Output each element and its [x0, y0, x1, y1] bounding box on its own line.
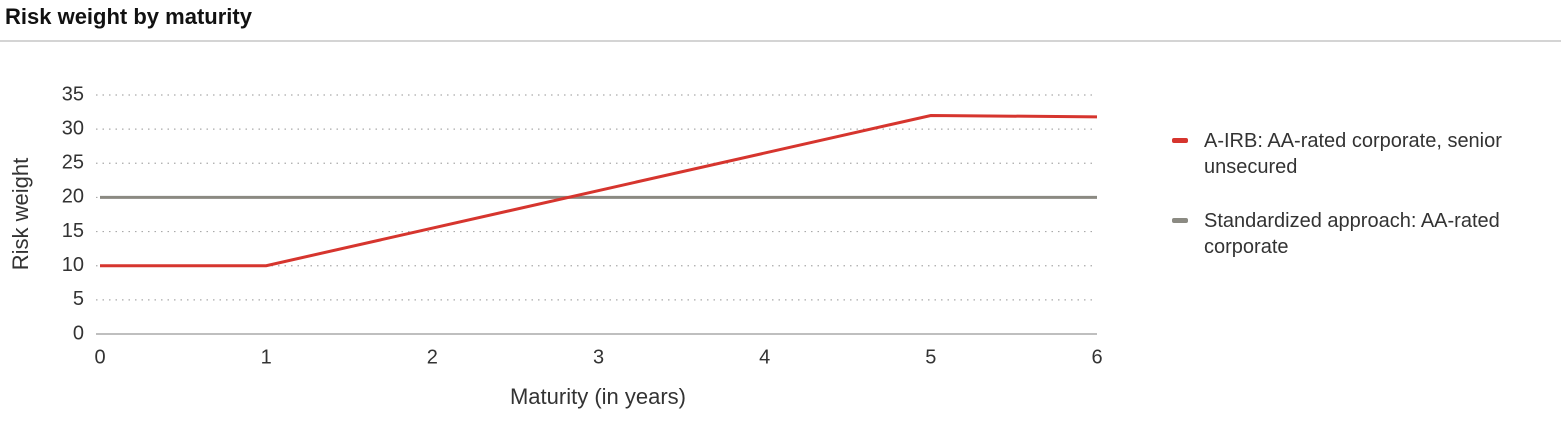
x-tick-label: 4	[759, 346, 770, 368]
chart-title: Risk weight by maturity	[5, 4, 253, 29]
x-axis-label: Maturity (in years)	[510, 384, 686, 409]
y-tick-label: 30	[62, 117, 84, 139]
legend-item: A-IRB: AA-rated corporate, senior unsecu…	[1172, 128, 1502, 180]
legend-label: Standardized approach: AA-rated corporat…	[1204, 210, 1500, 258]
series-line	[100, 113, 1098, 268]
y-tick-label: 10	[62, 254, 84, 276]
y-axis-label: Risk weight	[8, 158, 33, 270]
y-tick-label: 0	[73, 322, 84, 344]
legend-swatch	[1172, 138, 1188, 143]
y-tick-label: 35	[62, 83, 84, 105]
x-tick-label: 3	[593, 346, 604, 368]
legend-label: A-IRB: AA-rated corporate, senior unsecu…	[1204, 130, 1502, 178]
y-tick-label: 20	[62, 186, 84, 208]
legend-swatch	[1172, 218, 1188, 223]
x-tick-label: 0	[94, 346, 105, 368]
x-tick-label: 5	[925, 346, 936, 368]
legend-item: Standardized approach: AA-rated corporat…	[1172, 208, 1502, 260]
x-tick-label: 6	[1091, 346, 1102, 368]
legend: A-IRB: AA-rated corporate, senior unsecu…	[1172, 128, 1502, 288]
y-tick-label: 5	[73, 288, 84, 310]
x-tick-label: 2	[427, 346, 438, 368]
y-tick-label: 15	[62, 220, 84, 242]
x-tick-label: 1	[261, 346, 272, 368]
y-tick-label: 25	[62, 152, 84, 174]
